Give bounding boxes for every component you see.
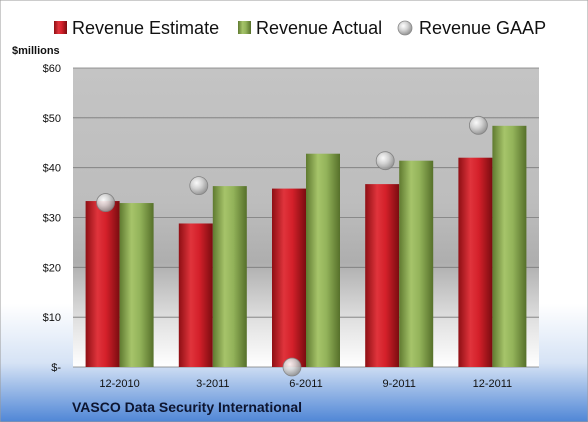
legend-swatch-revenue-estimate (54, 21, 67, 34)
y-tick-label: $60 (43, 63, 61, 75)
bar-revenue-actual (306, 153, 340, 367)
point-revenue-gaap (468, 115, 488, 135)
y-tick-label: $20 (43, 262, 61, 274)
point-revenue-gaap (375, 151, 395, 171)
legend-label-revenue-actual: Revenue Actual (256, 18, 382, 38)
legend: Revenue Estimate Revenue Actual Revenue … (54, 18, 546, 38)
y-tick-label: $- (51, 362, 61, 374)
point-revenue-gaap (189, 176, 209, 196)
bar-revenue-actual (399, 160, 434, 367)
bar-revenue-actual (119, 203, 154, 367)
gaap-points (96, 115, 488, 377)
x-axis-ticks: 12-2010 3-2011 6-2011 9-2011 12-2011 (99, 378, 512, 390)
y-tick-label: $40 (43, 163, 61, 175)
bar-revenue-estimate (85, 201, 120, 367)
bar-revenue-estimate (178, 223, 213, 367)
x-tick-label: 12-2010 (99, 378, 139, 390)
y-tick-label: $30 (43, 213, 61, 225)
legend-label-revenue-estimate: Revenue Estimate (72, 18, 219, 38)
point-revenue-gaap (282, 357, 302, 377)
point-revenue-gaap (96, 193, 115, 212)
x-tick-label: 6-2011 (289, 378, 322, 390)
legend-swatch-revenue-actual (238, 21, 251, 34)
legend-marker-revenue-gaap (397, 20, 413, 36)
bar-revenue-actual (492, 125, 527, 367)
x-tick-label: 12-2011 (473, 378, 513, 390)
y-axis-unit-label: $millions (12, 45, 60, 57)
bars (85, 125, 527, 367)
company-name: VASCO Data Security International (72, 399, 302, 415)
bar-revenue-estimate (458, 157, 493, 367)
bar-revenue-estimate (365, 184, 400, 367)
bar-revenue-estimate (272, 188, 306, 367)
x-tick-label: 9-2011 (382, 378, 415, 390)
x-tick-label: 3-2011 (196, 378, 229, 390)
legend-label-revenue-gaap: Revenue GAAP (419, 18, 546, 38)
y-axis-ticks: $- $10 $20 $30 $40 $50 $60 (43, 63, 62, 374)
bar-revenue-actual (212, 186, 247, 367)
y-tick-label: $10 (43, 312, 61, 324)
y-tick-label: $50 (43, 113, 61, 125)
